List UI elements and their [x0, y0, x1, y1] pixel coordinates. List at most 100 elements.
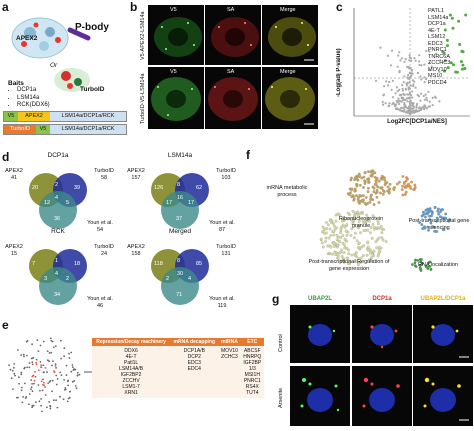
volcano-point — [418, 63, 421, 67]
volcano-point — [396, 65, 399, 68]
volcano-point — [408, 91, 411, 94]
venn-right-count: 131 — [221, 251, 231, 257]
gene: RS4X — [245, 384, 259, 390]
network-node — [46, 406, 48, 409]
volcano-point — [398, 88, 401, 91]
gene: MOV10 — [221, 348, 238, 354]
gene-label: LSM12 — [428, 34, 446, 40]
venn-n-left: 118 — [154, 261, 163, 267]
volcano-point — [434, 95, 437, 98]
volcano-point — [412, 107, 415, 110]
go-term-node — [412, 188, 416, 191]
network-node — [40, 404, 42, 407]
venn-n-bottom: 71 — [176, 292, 183, 298]
go-term-node — [367, 170, 370, 174]
gene: EDC4 — [187, 366, 201, 372]
volcano-point — [406, 106, 409, 110]
volcano-hit-point — [464, 13, 468, 17]
volcano-gene-labels: PATL1 LSM14a DCP1a 4E-T LSM12 EDC3 PNRC1… — [428, 8, 472, 86]
volcano-point — [411, 79, 414, 82]
volcano-point — [408, 96, 411, 99]
gene: IGF2BP2 — [120, 372, 142, 378]
go-term-node — [374, 191, 378, 195]
go-term-node — [377, 252, 381, 256]
go-term-node — [382, 190, 386, 194]
go-term-node — [383, 176, 386, 180]
volcano-hit-point — [443, 28, 447, 32]
go-term-node — [370, 256, 373, 259]
go-term-node — [372, 227, 376, 231]
go-term-node — [332, 233, 336, 237]
go-term-node — [369, 258, 373, 262]
go-term-node — [335, 233, 339, 237]
go-term-node — [440, 216, 444, 220]
network-node — [41, 389, 44, 392]
go-term-node — [365, 219, 368, 223]
network-node — [60, 339, 62, 342]
venn-left-name: APEX2 — [127, 244, 145, 250]
go-term-node — [362, 175, 366, 179]
volcano-point — [408, 100, 411, 103]
network-node — [75, 387, 78, 390]
network-node — [70, 370, 73, 373]
gene: MSI1H — [244, 372, 260, 378]
go-term-node — [413, 261, 417, 265]
network-node — [35, 401, 37, 403]
network-node — [59, 395, 61, 398]
volcano-point — [400, 106, 403, 110]
volcano-point — [408, 81, 411, 84]
table-header: Repression/Decay machinery — [92, 338, 171, 346]
venn-left-count: 15 — [10, 251, 18, 257]
network-node — [18, 376, 20, 379]
network-node — [71, 366, 74, 368]
go-term-node — [345, 223, 349, 226]
network-node — [48, 381, 51, 383]
volcano-point — [430, 65, 433, 68]
baits-list: DCP1a LSM14a RCK(DDX6) — [8, 87, 50, 110]
volcano-point — [401, 84, 404, 87]
go-term-node — [366, 245, 370, 249]
venn-right-count: 24 — [100, 251, 108, 257]
table-header: miRNA — [218, 338, 241, 346]
network-node — [54, 363, 57, 366]
venn-n-lr: 8 — [177, 258, 181, 264]
go-term-node — [428, 218, 432, 221]
network-node — [68, 396, 71, 399]
go-term-node — [363, 171, 367, 175]
volcano-point — [428, 62, 431, 65]
network-node — [78, 373, 81, 376]
network-node — [71, 364, 74, 366]
network-node — [31, 406, 33, 409]
go-term-node — [347, 252, 351, 256]
volcano-point — [408, 54, 411, 57]
go-term-node — [350, 176, 353, 180]
network-node — [22, 396, 24, 398]
go-term-node — [379, 224, 383, 228]
venn-diagram: LSM14a APEX2 157 TurboID 103 Youn et al. 87 126… — [122, 152, 240, 236]
volcano-point — [410, 107, 413, 110]
go-term-node — [332, 230, 336, 234]
network-node — [60, 374, 63, 376]
volcano-point — [388, 80, 391, 83]
go-term-node — [363, 202, 367, 205]
go-term-node — [444, 212, 448, 216]
volcano-point — [431, 96, 434, 99]
volcano-hit-point — [461, 50, 465, 54]
venn-bottom-count: 46 — [96, 303, 104, 309]
go-term-node — [339, 250, 343, 254]
network-node — [12, 366, 15, 369]
volcano-point — [414, 109, 417, 112]
go-term-node — [360, 245, 364, 249]
go-term-node — [381, 238, 385, 242]
volcano-point — [414, 86, 417, 89]
go-term-node — [405, 184, 408, 188]
network-node — [35, 363, 38, 366]
construct-apex2: V5 APEX2 LSM14a/DCP1a/RCK — [3, 111, 127, 122]
volcano-point — [402, 92, 405, 95]
go-term-node — [341, 256, 345, 260]
volcano-hit-point — [458, 43, 462, 46]
go-term-node — [367, 219, 371, 223]
go-term-node — [435, 216, 439, 220]
network-node — [51, 364, 53, 367]
venn-n-lb: 3 — [44, 276, 48, 282]
